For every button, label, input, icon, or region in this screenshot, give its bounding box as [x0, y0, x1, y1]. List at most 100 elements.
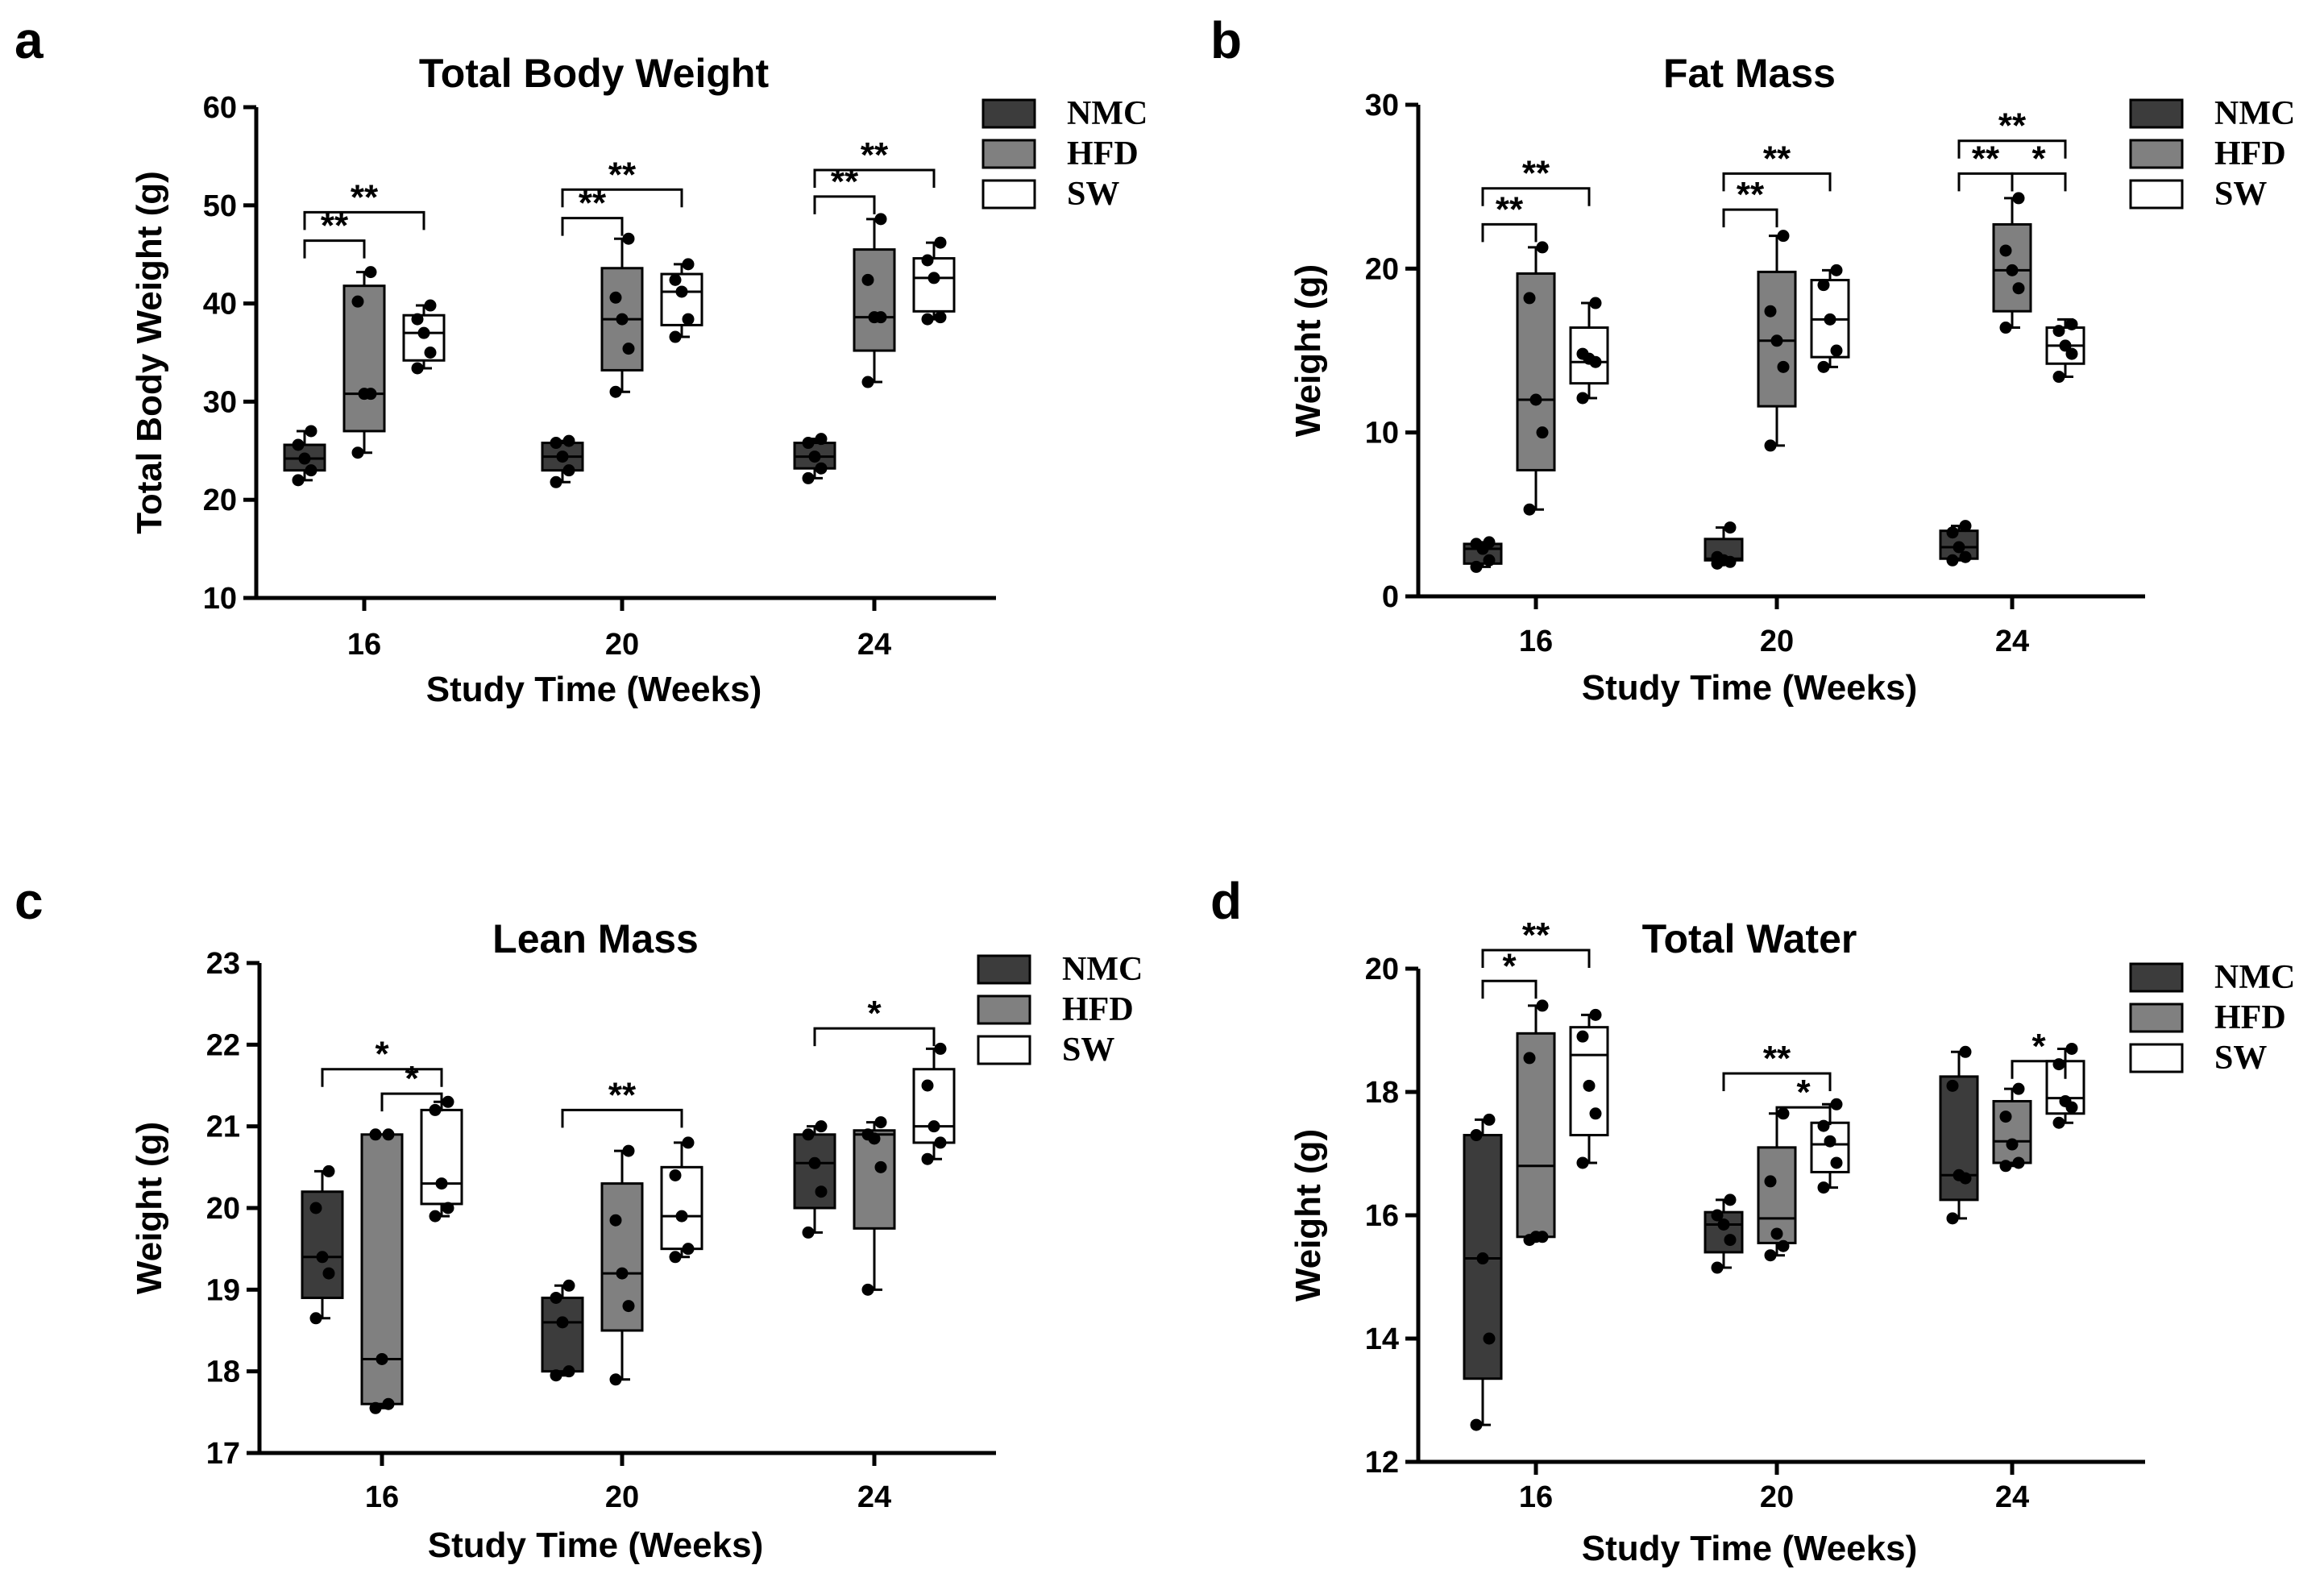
data-point: [1777, 1239, 1790, 1252]
y-tick-label: 16: [1365, 1199, 1399, 1233]
significance-bracket: *: [321, 1035, 443, 1087]
data-point: [802, 1128, 815, 1141]
data-point: [442, 1095, 454, 1108]
data-point: [417, 326, 430, 339]
data-point: [1777, 230, 1790, 243]
box-hfd-20: [1757, 230, 1797, 452]
data-point: [1946, 1079, 1959, 1092]
box-sw-16: [1569, 1008, 1609, 1169]
data-point: [669, 1169, 682, 1181]
data-point: [1536, 999, 1549, 1012]
chart-panel-b: b Fat Mass 0 10 20 30 16 20 24 Study Time (Weeks)…: [1210, 11, 2295, 708]
data-point: [682, 313, 695, 326]
legend-label-sw: SW: [2214, 1040, 2267, 1077]
x-tick-label: 24: [1995, 625, 2029, 658]
panel-letter: b: [1210, 11, 1242, 69]
box-sw-20: [1810, 1098, 1850, 1194]
data-point: [2052, 1116, 2065, 1129]
box-body: [1516, 1032, 1556, 1239]
legend-label-nmc: NMC: [1067, 95, 1147, 132]
y-tick-label: 20: [1365, 953, 1399, 986]
data-point: [1476, 1252, 1489, 1265]
data-point: [1483, 1113, 1496, 1126]
significance-label: *: [1796, 1073, 1811, 1112]
data-point: [921, 313, 934, 326]
data-point: [669, 330, 682, 343]
y-axis-title: Total Body Weight (g): [130, 171, 169, 534]
chart-title: Total Water: [1642, 916, 1857, 961]
significance-label: **: [1522, 154, 1550, 193]
legend-label-sw: SW: [2214, 176, 2267, 213]
data-point: [2012, 1082, 2025, 1095]
significance-bracket: **: [1722, 139, 1832, 192]
data-point: [411, 362, 424, 375]
data-point: [1817, 1119, 1830, 1132]
data-point: [358, 388, 371, 401]
data-point: [802, 1226, 815, 1239]
data-point: [351, 446, 364, 459]
data-point: [1817, 1181, 1830, 1194]
x-tick-label: 20: [605, 628, 639, 662]
bracket-line: [1481, 949, 1591, 969]
data-point: [1589, 297, 1602, 309]
data-point: [934, 236, 947, 249]
significance-bracket: *: [1775, 1073, 1832, 1126]
box-body: [912, 257, 956, 313]
box-hfd-16: [360, 1128, 404, 1414]
significance-bracket: **: [1957, 106, 2067, 159]
data-point: [874, 1116, 887, 1129]
bracket-line: [813, 168, 936, 188]
data-point: [616, 1267, 629, 1280]
box-nmc-24: [1939, 520, 1979, 567]
box-sw-20: [1810, 264, 1850, 373]
data-point: [1946, 1212, 1959, 1225]
box-body: [1516, 272, 1556, 471]
y-tick-label: 21: [206, 1111, 240, 1144]
data-point: [562, 464, 575, 477]
legend-label-nmc: NMC: [2214, 959, 2295, 996]
panels: a Total Body Weight 10 20 30 40 50 60 16 20 24 Stud…: [15, 11, 2295, 1568]
data-point: [622, 232, 635, 245]
box-sw-20: [660, 258, 703, 343]
box-hfd-20: [1757, 1107, 1797, 1262]
data-point: [609, 1214, 622, 1227]
data-point: [1724, 1194, 1737, 1206]
data-point: [1523, 292, 1536, 305]
data-point: [1777, 1107, 1790, 1120]
data-point: [1770, 334, 1783, 347]
legend-swatch-nmc: [981, 98, 1036, 129]
data-point: [1999, 1111, 2012, 1123]
data-point: [322, 1267, 335, 1280]
y-tick-label: 19: [206, 1273, 240, 1307]
box-body: [420, 1108, 463, 1206]
data-point: [309, 1312, 322, 1325]
box-body: [1939, 1075, 1979, 1202]
data-point: [808, 450, 821, 463]
significance-label: **: [861, 135, 889, 175]
data-point: [682, 1243, 695, 1256]
data-point: [934, 311, 947, 324]
data-point: [1483, 554, 1496, 567]
data-point: [2059, 339, 2072, 352]
significance-bracket: **: [561, 1075, 683, 1128]
data-point: [1529, 393, 1542, 406]
data-point: [550, 437, 562, 450]
bracket-line: [303, 239, 366, 259]
box-sw-24: [912, 236, 956, 326]
x-tick-label: 20: [1760, 625, 1794, 658]
legend-swatch-sw: [981, 179, 1036, 210]
data-point: [292, 474, 305, 487]
x-tick-label: 20: [605, 1480, 639, 1514]
data-point: [1529, 1231, 1542, 1243]
bracket-line: [303, 210, 425, 230]
data-point: [309, 1202, 322, 1214]
data-point: [1724, 1234, 1737, 1247]
data-point: [382, 1128, 395, 1141]
y-tick-label: 0: [1382, 580, 1399, 614]
box-body: [660, 1165, 703, 1251]
data-point: [1959, 1045, 1972, 1058]
data-point: [1946, 526, 1959, 539]
data-point: [675, 285, 688, 298]
